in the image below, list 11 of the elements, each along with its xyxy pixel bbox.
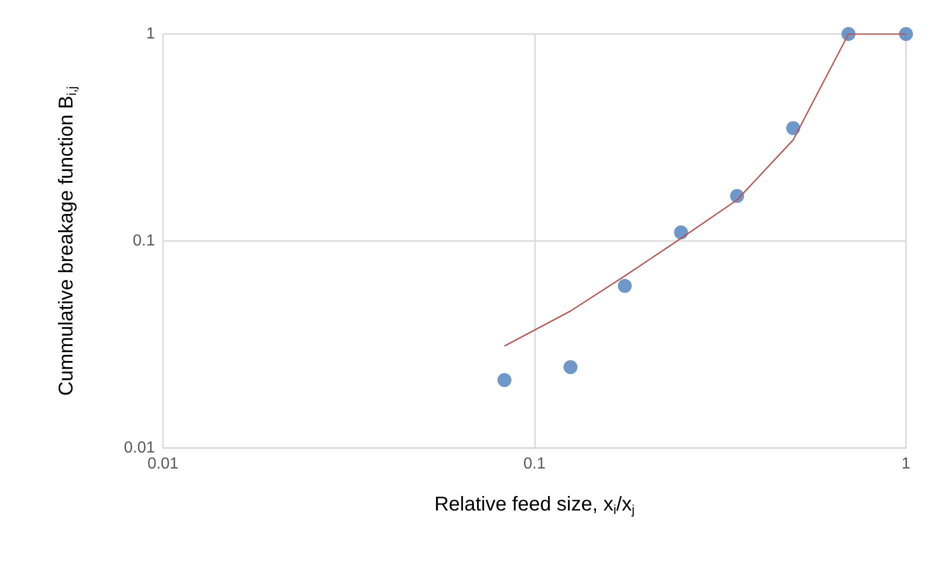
y-tick-label: 1: [146, 26, 156, 42]
point: [899, 27, 913, 41]
x-tick-label: 1: [902, 456, 911, 472]
y-axis-title: Cummulative breakage function Bi,j: [56, 86, 79, 396]
point: [618, 278, 632, 293]
x-tick-label: 0.01: [147, 456, 179, 472]
x-tick-label: 0.1: [523, 456, 546, 472]
y-tick-label: 0.01: [124, 440, 156, 456]
y-tick-label: 0.1: [132, 232, 156, 250]
point: [786, 121, 800, 136]
point: [674, 225, 688, 240]
